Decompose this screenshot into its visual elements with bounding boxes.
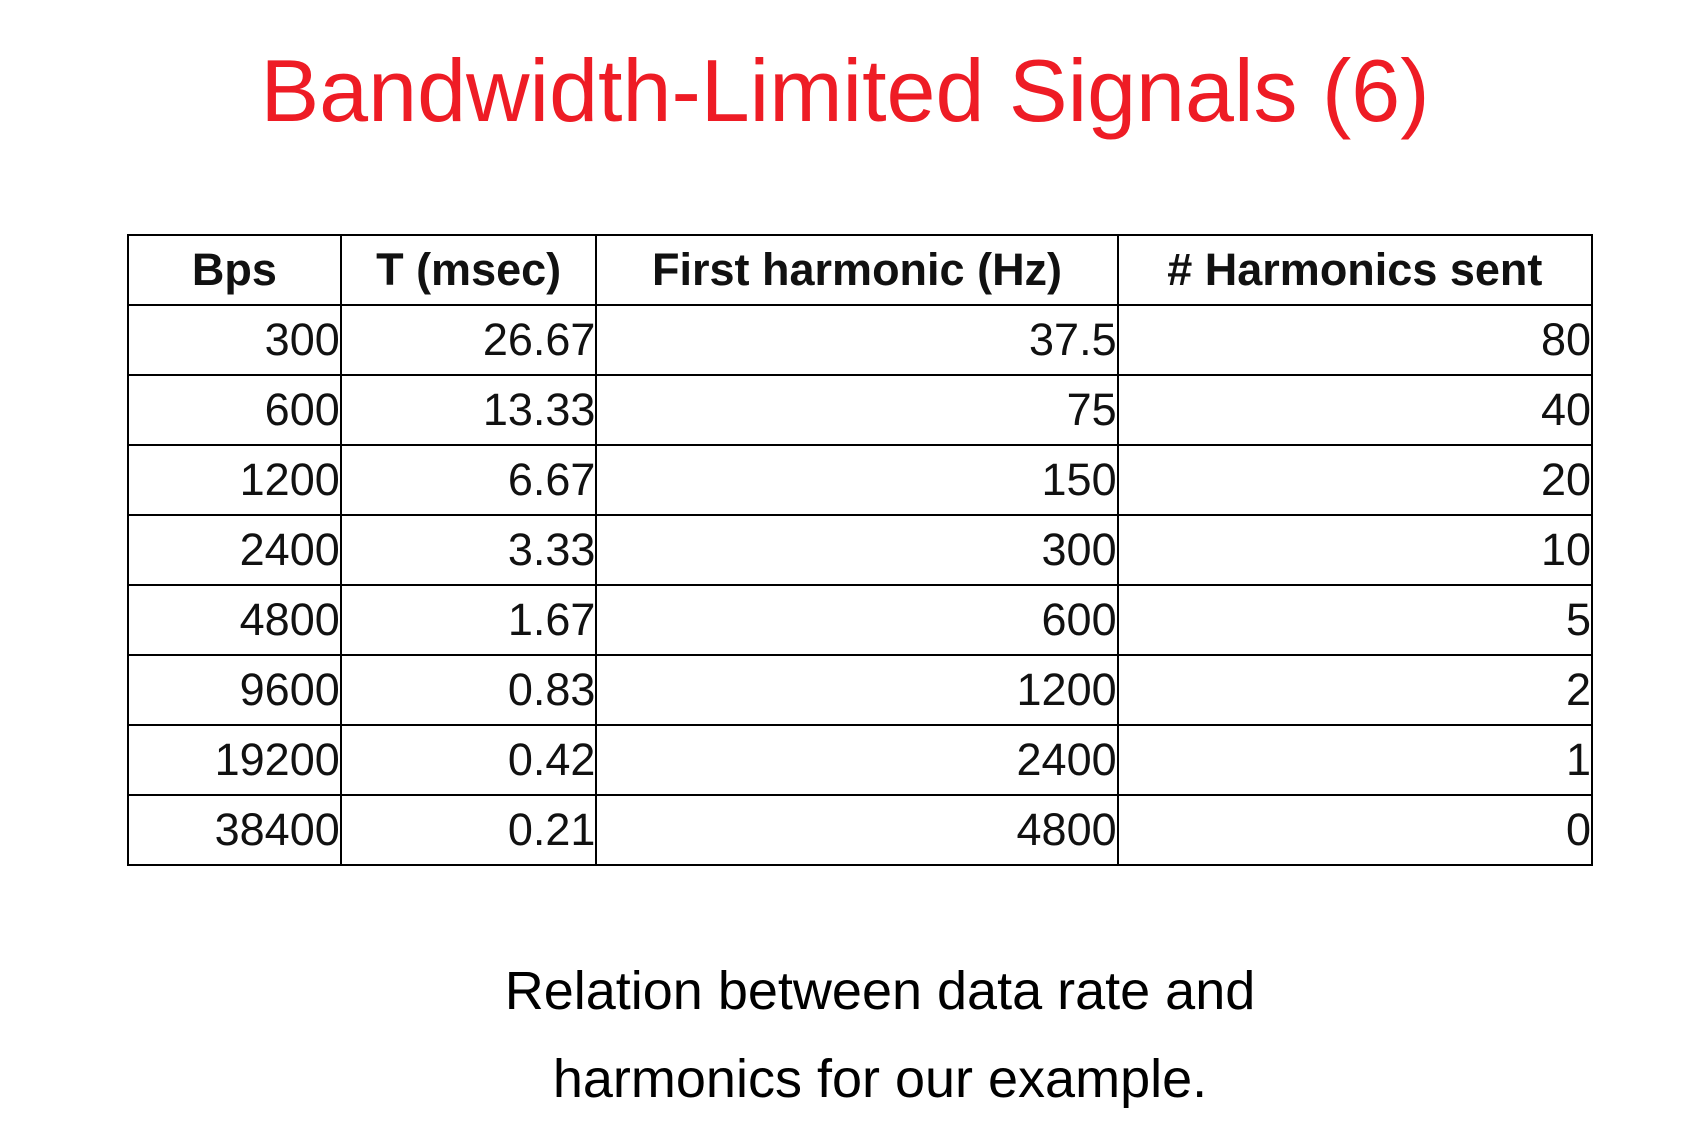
header-period: T (msec) <box>339 234 598 306</box>
cell-harmonics-sent: 40 <box>1116 374 1594 446</box>
cell-bps: 300 <box>127 304 342 376</box>
table-row: 4800 1.67 600 5 <box>127 584 1594 656</box>
cell-harmonics-sent: 1 <box>1116 724 1594 796</box>
table-row: 1200 6.67 150 20 <box>127 444 1594 516</box>
cell-first-harmonic: 600 <box>595 584 1119 656</box>
slide-title: Bandwidth-Limited Signals (6) <box>260 41 1430 140</box>
table-row: 9600 0.83 1200 2 <box>127 654 1594 726</box>
cell-harmonics-sent: 0 <box>1116 794 1594 866</box>
cell-first-harmonic: 300 <box>595 514 1119 586</box>
header-first-harmonic: First harmonic (Hz) <box>595 234 1119 306</box>
cell-first-harmonic: 1200 <box>595 654 1119 726</box>
cell-harmonics-sent: 20 <box>1116 444 1594 516</box>
table-row: 600 13.33 75 40 <box>127 374 1594 446</box>
data-rate-table: Bps T (msec) First harmonic (Hz) # Harmo… <box>127 234 1594 866</box>
cell-bps: 19200 <box>127 724 342 796</box>
table-row: 300 26.67 37.5 80 <box>127 304 1594 376</box>
table-row: 2400 3.33 300 10 <box>127 514 1594 586</box>
cell-bps: 1200 <box>127 444 342 516</box>
table-row: 19200 0.42 2400 1 <box>127 724 1594 796</box>
cell-period: 26.67 <box>339 304 598 376</box>
cell-period: 0.21 <box>339 794 598 866</box>
caption-line-2: harmonics for our example. <box>552 1049 1208 1109</box>
table-row: 38400 0.21 4800 0 <box>127 794 1594 866</box>
cell-period: 0.42 <box>339 724 598 796</box>
cell-period: 3.33 <box>339 514 598 586</box>
table-header-row: Bps T (msec) First harmonic (Hz) # Harmo… <box>127 234 1594 306</box>
cell-period: 13.33 <box>339 374 598 446</box>
cell-first-harmonic: 37.5 <box>595 304 1119 376</box>
cell-harmonics-sent: 5 <box>1116 584 1594 656</box>
cell-period: 6.67 <box>339 444 598 516</box>
header-bps: Bps <box>127 234 342 306</box>
cell-bps: 600 <box>127 374 342 446</box>
cell-harmonics-sent: 80 <box>1116 304 1594 376</box>
cell-harmonics-sent: 2 <box>1116 654 1594 726</box>
header-harmonics-sent: # Harmonics sent <box>1116 234 1594 306</box>
caption-line-1: Relation between data rate and <box>504 961 1256 1021</box>
cell-first-harmonic: 150 <box>595 444 1119 516</box>
cell-bps: 4800 <box>127 584 342 656</box>
cell-first-harmonic: 75 <box>595 374 1119 446</box>
cell-period: 0.83 <box>339 654 598 726</box>
cell-bps: 38400 <box>127 794 342 866</box>
cell-first-harmonic: 4800 <box>595 794 1119 866</box>
cell-bps: 2400 <box>127 514 342 586</box>
cell-harmonics-sent: 10 <box>1116 514 1594 586</box>
cell-bps: 9600 <box>127 654 342 726</box>
cell-period: 1.67 <box>339 584 598 656</box>
cell-first-harmonic: 2400 <box>595 724 1119 796</box>
